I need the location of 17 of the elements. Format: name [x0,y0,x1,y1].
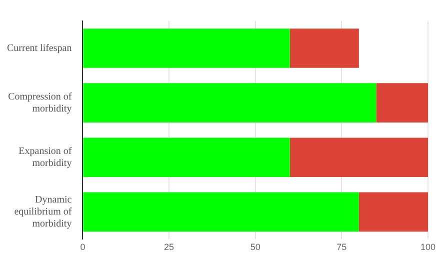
bar [358,192,428,232]
bar [290,28,359,68]
x-tick-label: 100 [420,242,436,252]
bar [83,192,359,232]
y-tick-label: Expansion of morbidity [18,146,72,169]
x-tick-label: 25 [164,242,174,252]
y-tick-label: Current lifespan [7,42,72,54]
y-tick-label: Compression of morbidity [8,91,72,114]
y-tick-label: Dynamic equilibrium of morbidity [14,194,72,230]
bar [83,28,290,68]
bar [83,138,290,178]
x-tick-label: 75 [336,242,347,252]
bar [290,138,428,178]
x-tick-label: 0 [80,242,86,252]
x-tick-label: 50 [250,242,260,252]
bar [83,83,376,122]
bar [376,83,428,122]
